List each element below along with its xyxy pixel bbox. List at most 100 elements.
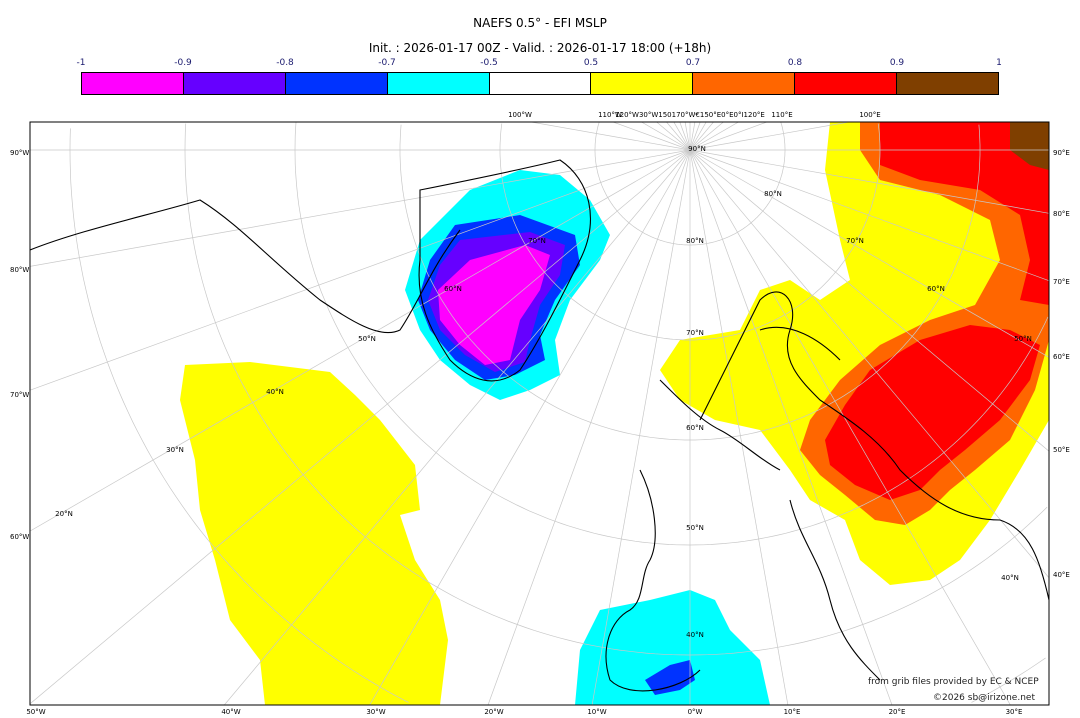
colorbar-tick-label: -0.8	[276, 58, 294, 68]
graticule-label: 50°N	[358, 335, 376, 343]
graticule-label: 0°W	[688, 708, 703, 716]
colorbar-swatch	[693, 73, 796, 94]
map-title: NAEFS 0.5° - EFI MSLP	[473, 16, 607, 30]
graticule-labels: 100°W 110°W120°W30°W150170°W€150°E0°E0°I1…	[10, 111, 1070, 716]
graticule-label: 80°N	[764, 190, 782, 198]
colorbar-swatch	[591, 73, 694, 94]
field-yellow-atlantic	[180, 362, 448, 705]
meridian-line	[591, 149, 691, 705]
meridian-line	[487, 149, 691, 705]
colorbar-swatch	[795, 73, 898, 94]
graticule-label: 100°E	[859, 111, 880, 119]
meridian-line	[689, 122, 707, 151]
meridian-line	[689, 122, 696, 151]
coastlines	[30, 159, 1049, 692]
graticule-label: 90°N	[688, 145, 706, 153]
colorbar-swatch	[183, 73, 286, 94]
meridian-line	[689, 122, 849, 151]
colorbar-tick-label: 0.9	[889, 58, 905, 68]
graticule-label: 60°N	[686, 424, 704, 432]
meridian-line	[689, 122, 768, 151]
latitude-circle	[69, 128, 1046, 703]
colorbar-tick-label: -1	[76, 58, 86, 68]
graticule-label: 80°N	[686, 237, 704, 245]
graticule-label: 100°W	[508, 111, 532, 119]
graticule-label: 70°E	[1053, 278, 1070, 286]
graticule-label: 40°E	[1053, 571, 1070, 579]
colorbar-swatch	[82, 73, 184, 94]
graticule-label: 20°E	[889, 708, 906, 716]
meridian-line	[689, 149, 893, 705]
meridian-line	[689, 122, 724, 151]
source-credit: from grib files provided by EC & NCEP	[868, 677, 1039, 687]
copyright-credit: ©2026 sb@irizone.net	[933, 693, 1035, 703]
meridian-line	[689, 149, 1049, 282]
meridian-line	[689, 122, 701, 151]
graticule-label: 30°N	[166, 446, 184, 454]
colorbar-swatch	[489, 73, 592, 94]
graticule-label: 40°W	[221, 708, 240, 716]
graticule-label: 70°N	[846, 237, 864, 245]
graticule-label: 40°N	[686, 631, 704, 639]
meridian-line	[612, 122, 691, 151]
graticule-label: 30°E	[1006, 708, 1023, 716]
meridian-line	[30, 149, 691, 391]
meridian-line	[656, 122, 691, 151]
graticule-label: 20°W	[484, 708, 503, 716]
graticule-label: 50°N	[1014, 335, 1032, 343]
meridian-line	[689, 149, 789, 705]
graticule-label: 50°N	[686, 524, 704, 532]
graticule-label: 80°E	[1053, 210, 1070, 218]
meridian-line	[666, 122, 691, 151]
graticule-lines	[30, 122, 1049, 705]
field-red-europe-south	[825, 325, 1040, 500]
colorbar-tick-label: 1	[996, 58, 1002, 68]
graticule-label: 110°E	[771, 111, 792, 119]
graticule-label: 50°W	[26, 708, 45, 716]
meridian-line	[531, 122, 691, 151]
meridian-line	[224, 149, 691, 705]
meridian-line	[689, 149, 1049, 452]
field-cyan-iberia	[575, 590, 770, 705]
meridian-line	[689, 149, 1049, 579]
colorbar-tick-label: 0.5	[583, 58, 599, 68]
graticule-label: 70°N	[686, 329, 704, 337]
colorbar-tick-label: -0.5	[480, 58, 498, 68]
map-subtitle: Init. : 2026-01-17 00Z - Valid. : 2026-0…	[368, 41, 712, 55]
efi-fields	[180, 122, 1049, 705]
meridian-line	[30, 149, 691, 267]
graticule-label: 60°W	[10, 533, 29, 541]
graticule-label: 120°W30°W150170°W€150°E0°E0°I120°E	[615, 111, 765, 119]
field-magenta-greenland	[438, 245, 550, 365]
graticule-label: 60°E	[1053, 353, 1070, 361]
graticule-label: 30°W	[366, 708, 385, 716]
colorbar-tick-label: 0.7	[685, 58, 701, 68]
graticule-label: 90°E	[1053, 149, 1070, 157]
meridian-line	[689, 122, 739, 151]
graticule-label: 110°W	[598, 111, 622, 119]
meridian-line	[30, 149, 691, 705]
field-brown-russia	[1010, 122, 1049, 170]
meridian-line	[684, 122, 691, 151]
colorbar-swatch	[387, 73, 490, 94]
field-blue-iberia	[645, 660, 695, 695]
graticule-label: 70°N	[528, 237, 546, 245]
colorbar	[81, 72, 999, 95]
latitude-circle	[594, 122, 786, 246]
meridian-line	[689, 149, 1049, 358]
meridian-line	[673, 122, 691, 151]
graticule-label: 70°W	[10, 391, 29, 399]
graticule-label: 50°E	[1053, 446, 1070, 454]
graticule-label: 60°N	[444, 285, 462, 293]
colorbar-tick-label: 0.8	[787, 58, 803, 68]
graticule-label: 40°N	[1001, 574, 1019, 582]
meridian-line	[689, 122, 714, 151]
colorbar-tick-label: -0.9	[174, 58, 192, 68]
graticule-label: 10°W	[587, 708, 606, 716]
latitude-circle	[399, 124, 981, 441]
colorbar-tick-label: -0.7	[378, 58, 396, 68]
graticule-label: 80°W	[10, 266, 29, 274]
graticule-label: 60°N	[927, 285, 945, 293]
